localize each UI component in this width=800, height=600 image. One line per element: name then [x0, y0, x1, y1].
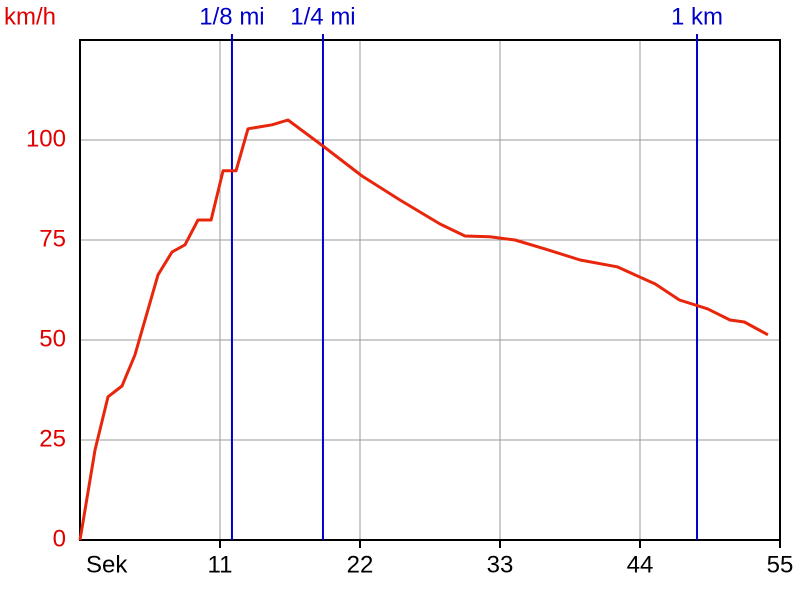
plot-frame	[79, 39, 781, 541]
y-tick-label: 75	[39, 225, 66, 252]
x-tick-label: 22	[347, 551, 374, 578]
y-tick-label: 50	[39, 325, 66, 352]
y-tick-label: 0	[53, 525, 66, 552]
x-tick-label: 11	[208, 551, 233, 578]
x-tick-label: 55	[767, 551, 794, 578]
speed-line	[78, 118, 769, 541]
x-axis-label: Sek	[86, 551, 128, 578]
distance-marker-label: 1 km	[671, 3, 723, 30]
distance-marker-label: 1/8 mi	[199, 3, 264, 30]
y-axis-label: km/h	[4, 3, 56, 30]
x-tick-label: 33	[487, 551, 514, 578]
x-tick-label: 44	[627, 551, 654, 578]
distance-marker-label: 1/4 mi	[290, 3, 355, 30]
y-tick-label: 100	[26, 125, 66, 152]
y-tick-label: 25	[39, 425, 66, 452]
